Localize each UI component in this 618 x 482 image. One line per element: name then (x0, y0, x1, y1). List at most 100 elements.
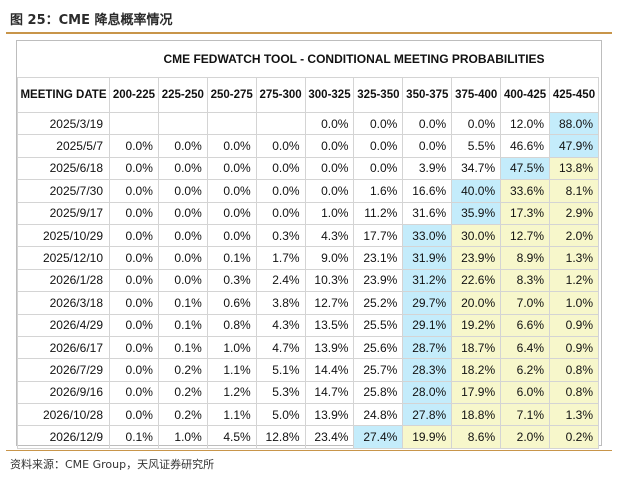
meeting-date-cell: 2025/9/17 (17, 201, 110, 225)
probability-cell: 0.1% (206, 246, 257, 270)
table-row: 2025/7/30 0.0% 0.0% 0.0% 0.0% 0.0% 1.6% 16.6% 40… (17, 179, 599, 203)
probability-cell: 33.6% (500, 179, 551, 203)
table-row: 2025/3/19 0.0% 0.0% 0.0% 0.0% 12.0% 88.0% (17, 111, 599, 136)
probability-cell: 6.0% (500, 380, 551, 405)
probability-cell: 0.8% (549, 380, 599, 405)
meeting-date-cell: 2026/10/28 (17, 403, 110, 427)
probability-cell: 19.9% (402, 425, 453, 449)
table-row: 2025/10/29 0.0% 0.0% 0.0% 0.3% 4.3% 17.7% 33.0%… (17, 223, 599, 248)
probability-cell: 0.0% (109, 179, 159, 203)
probability-cell: 0.2% (549, 425, 599, 449)
probability-cell: 0.0% (255, 201, 306, 225)
table-body: 2025/3/19 0.0% 0.0% 0.0% 0.0% 12.0% 88.0% 2025/… (17, 111, 599, 449)
probability-cell: 0.2% (157, 403, 208, 427)
rate-range-header: 200-225 (109, 77, 159, 113)
table-row: 2025/6/18 0.0% 0.0% 0.0% 0.0% 0.0% 0.0% 3.9% 34.… (17, 156, 599, 181)
probability-cell (157, 111, 208, 136)
probability-cell: 4.3% (304, 223, 355, 248)
meeting-date-cell: 2026/4/29 (17, 313, 110, 337)
probability-cell: 18.2% (451, 358, 502, 382)
probability-cell: 7.1% (500, 403, 551, 427)
probability-cell: 12.7% (500, 223, 551, 248)
probability-cell: 12.0% (500, 111, 551, 136)
probability-cell: 1.3% (549, 403, 599, 427)
probability-cell: 3.9% (402, 156, 453, 181)
probability-cell: 0.0% (353, 111, 404, 136)
probability-cell: 31.6% (402, 201, 453, 225)
probability-cell: 33.0% (402, 223, 453, 248)
probability-cell: 0.0% (157, 201, 208, 225)
probability-cell: 1.1% (206, 358, 257, 382)
probability-cell: 0.0% (304, 179, 355, 203)
probability-cell: 23.4% (304, 425, 355, 449)
probability-cell: 2.4% (255, 268, 306, 293)
probability-cell: 1.2% (549, 268, 599, 293)
probability-cell: 25.7% (353, 358, 404, 382)
probability-cell: 6.6% (500, 313, 551, 337)
probability-cell: 0.3% (206, 268, 257, 293)
table-row: 2026/3/18 0.0% 0.1% 0.6% 3.8% 12.7% 25.2% 29.7%… (17, 291, 599, 315)
probability-cell: 0.0% (353, 134, 404, 158)
probability-cell: 1.2% (206, 380, 257, 405)
probability-cell: 0.1% (109, 425, 159, 449)
probability-cell (255, 111, 306, 136)
probability-cell: 28.7% (402, 335, 453, 360)
probability-cell: 0.0% (255, 156, 306, 181)
probability-cell: 1.1% (206, 403, 257, 427)
probability-cell: 5.0% (255, 403, 306, 427)
meeting-date-cell: 2025/7/30 (17, 179, 110, 203)
rate-range-header: 250-275 (206, 77, 257, 113)
probability-cell: 1.7% (255, 246, 306, 270)
probability-cell: 47.9% (549, 134, 599, 158)
probability-cell: 13.8% (549, 156, 599, 181)
probability-cell: 0.0% (402, 134, 453, 158)
probability-cell: 9.0% (304, 246, 355, 270)
probability-cell: 23.9% (451, 246, 502, 270)
probability-cell: 13.9% (304, 335, 355, 360)
probability-cell: 0.1% (157, 291, 208, 315)
probability-cell: 18.8% (451, 403, 502, 427)
probability-cell: 12.7% (304, 291, 355, 315)
probability-cell: 31.2% (402, 268, 453, 293)
probability-cell: 14.7% (304, 380, 355, 405)
meeting-date-cell: 2026/12/9 (17, 425, 110, 449)
meeting-date-cell: 2025/5/7 (17, 134, 110, 158)
rate-range-header: 425-450 (549, 77, 599, 113)
probability-cell: 16.6% (402, 179, 453, 203)
probability-cell: 0.0% (109, 134, 159, 158)
probability-cell: 1.0% (304, 201, 355, 225)
probability-cell: 0.0% (109, 380, 159, 405)
probability-cell: 47.5% (500, 156, 551, 181)
probability-cell: 0.0% (206, 201, 257, 225)
table-row: 2025/12/10 0.0% 0.0% 0.1% 1.7% 9.0% 23.1% 31.9%… (17, 246, 599, 270)
probability-cell: 17.3% (500, 201, 551, 225)
probability-cell: 1.0% (206, 335, 257, 360)
probability-cell: 0.3% (255, 223, 306, 248)
rate-range-header: 400-425 (500, 77, 551, 113)
probability-cell: 0.9% (549, 313, 599, 337)
probability-cell: 11.2% (353, 201, 404, 225)
probability-cell: 5.5% (451, 134, 502, 158)
meeting-date-cell: 2026/7/29 (17, 358, 110, 382)
probability-cell: 46.6% (500, 134, 551, 158)
probability-cell: 0.0% (206, 179, 257, 203)
probability-cell: 25.6% (353, 335, 404, 360)
probability-cell: 0.0% (304, 111, 355, 136)
probability-cell: 2.9% (549, 201, 599, 225)
table-row: 2026/9/16 0.0% 0.2% 1.2% 5.3% 14.7% 25.8% 28.0%… (17, 380, 599, 405)
figure-title: 图 25：CME 降息概率情况 (10, 13, 173, 28)
probability-cell: 10.3% (304, 268, 355, 293)
probability-cell: 6.2% (500, 358, 551, 382)
probability-cell: 3.8% (255, 291, 306, 315)
rate-range-header: 325-350 (353, 77, 404, 113)
probability-cell: 18.7% (451, 335, 502, 360)
probability-cell: 0.0% (304, 156, 355, 181)
meeting-date-cell: 2025/12/10 (17, 246, 110, 270)
probability-cell: 0.1% (157, 313, 208, 337)
rate-range-header: 275-300 (255, 77, 306, 113)
probability-cell: 0.0% (109, 268, 159, 293)
table-row: 2026/12/9 0.1% 1.0% 4.5% 12.8% 23.4% 27.4% 19.9… (17, 425, 599, 449)
probability-cell: 0.0% (109, 403, 159, 427)
probability-cell: 1.0% (549, 291, 599, 315)
probability-cell: 12.8% (255, 425, 306, 449)
